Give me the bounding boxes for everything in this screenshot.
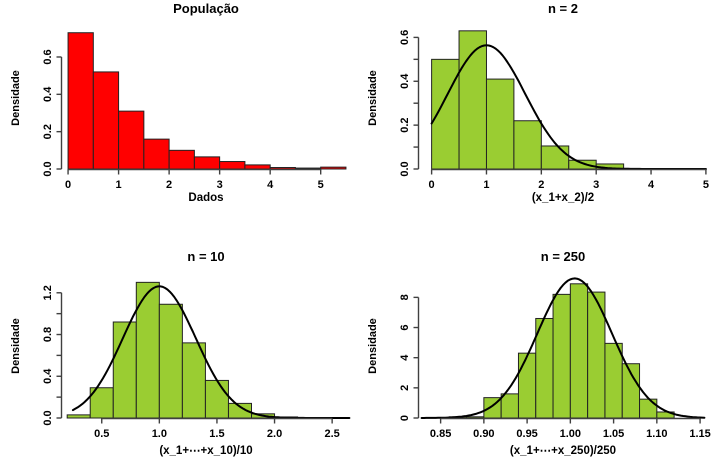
svg-text:2.0: 2.0 [267, 428, 282, 440]
svg-text:8: 8 [399, 294, 411, 300]
svg-text:1.2: 1.2 [42, 285, 54, 300]
svg-text:1: 1 [116, 179, 122, 191]
panel-n2: 0 1 2 3 4 5 0.0 0.2 0.4 0.6 n = 2 Densidade (x_1+… [357, 0, 714, 236]
svg-text:0.2: 0.2 [42, 124, 54, 139]
svg-text:5: 5 [703, 179, 709, 191]
svg-text:0.4: 0.4 [42, 86, 54, 102]
panel-title: n = 250 [540, 249, 586, 264]
svg-text:1.05: 1.05 [603, 428, 624, 440]
svg-text:1.15: 1.15 [689, 428, 710, 440]
svg-text:0.8: 0.8 [42, 327, 54, 342]
x-axis-label: (x_1+⋯+x_10)/10 [159, 445, 253, 457]
svg-text:4: 4 [267, 179, 274, 191]
svg-text:1.10: 1.10 [646, 428, 667, 440]
svg-text:0: 0 [399, 415, 411, 421]
y-axis-label: Densidade [367, 318, 379, 374]
svg-text:0: 0 [429, 179, 435, 191]
svg-text:0.6: 0.6 [399, 30, 411, 45]
svg-text:1.5: 1.5 [209, 428, 224, 440]
x-axis-label: (x_1+⋯+x_250)/250 [509, 445, 617, 457]
n2-histogram-plot: 0 1 2 3 4 5 0.0 0.2 0.4 0.6 [399, 30, 709, 191]
n250-histogram-plot: 0.85 0.90 0.95 1.00 1.05 1.10 1.15 0 2 4 6 8 [399, 277, 711, 440]
svg-text:0.5: 0.5 [94, 428, 109, 440]
n10-histogram-plot: 0.5 1.0 1.5 2.0 2.5 0.0 0.4 0.8 1.2 [42, 281, 351, 440]
svg-text:3: 3 [217, 179, 223, 191]
svg-text:3: 3 [593, 179, 599, 191]
panel-title: População [173, 1, 239, 16]
svg-text:4: 4 [399, 354, 411, 361]
svg-text:0.4: 0.4 [42, 368, 54, 384]
svg-text:0.4: 0.4 [399, 73, 411, 89]
panel-title: n = 2 [548, 1, 578, 16]
svg-text:0.85: 0.85 [430, 428, 451, 440]
svg-text:0.0: 0.0 [42, 161, 54, 176]
svg-text:1.00: 1.00 [560, 428, 581, 440]
panel-populacao: 0 1 2 3 4 5 0.0 0.2 0.4 0.6 População Densidade D… [0, 0, 357, 236]
svg-text:6: 6 [399, 324, 411, 330]
svg-text:0.2: 0.2 [399, 117, 411, 132]
svg-text:2.5: 2.5 [324, 428, 339, 440]
svg-text:0.95: 0.95 [516, 428, 537, 440]
svg-text:1: 1 [483, 179, 489, 191]
svg-text:2: 2 [166, 179, 172, 191]
svg-text:1.0: 1.0 [152, 428, 167, 440]
panel-n250: 0.85 0.90 0.95 1.00 1.05 1.10 1.15 0 2 4 6 8 n = 25… [357, 236, 714, 473]
svg-text:2: 2 [399, 385, 411, 391]
panel-n10: 0.5 1.0 1.5 2.0 2.5 0.0 0.4 0.8 1.2 n = 10 Densi… [0, 236, 357, 473]
svg-text:0.90: 0.90 [473, 428, 494, 440]
svg-text:5: 5 [318, 179, 324, 191]
y-axis-label: Densidade [10, 318, 22, 374]
x-axis-label: Dados [188, 192, 224, 204]
panel-title: n = 10 [187, 249, 225, 264]
svg-text:4: 4 [648, 179, 655, 191]
svg-text:2: 2 [538, 179, 544, 191]
populacao-histogram-plot: 0 1 2 3 4 5 0.0 0.2 0.4 0.6 [42, 32, 347, 191]
svg-text:0.0: 0.0 [42, 410, 54, 425]
svg-text:0.0: 0.0 [399, 161, 411, 176]
x-axis-label: (x_1+x_2)/2 [531, 192, 595, 204]
svg-text:0: 0 [65, 179, 71, 191]
svg-text:0.6: 0.6 [42, 49, 54, 64]
